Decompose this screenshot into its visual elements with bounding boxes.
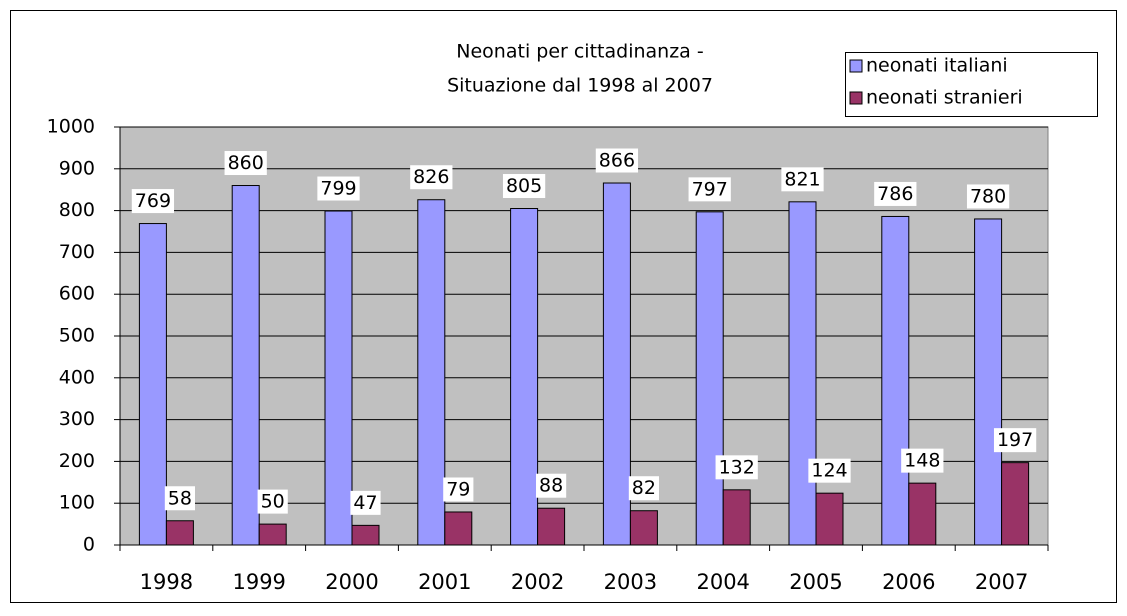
value-label: 79	[446, 478, 470, 500]
value-label-bg	[628, 476, 659, 501]
y-tick-label: 400	[59, 366, 95, 388]
bar	[417, 199, 446, 546]
value-label: 821	[784, 168, 820, 190]
y-tick-label: 900	[59, 157, 95, 179]
value-label: 47	[353, 492, 377, 514]
x-tick-label: 2001	[418, 570, 471, 594]
x-tick-label: 2005	[789, 570, 842, 594]
y-tick-label: 700	[59, 241, 95, 263]
value-label: 797	[692, 178, 728, 200]
value-label-bg	[993, 428, 1037, 453]
bar	[537, 507, 566, 546]
value-label: 82	[632, 477, 656, 499]
value-label-bg	[350, 490, 381, 515]
value-label-bg	[874, 181, 917, 206]
value-label: 860	[228, 152, 264, 174]
value-label-bg	[224, 151, 267, 176]
bar	[510, 208, 539, 546]
bar	[444, 511, 473, 546]
bar	[974, 218, 1003, 546]
bar	[165, 520, 194, 546]
value-label: 124	[811, 460, 847, 482]
bar	[815, 492, 844, 546]
bar	[695, 211, 724, 546]
y-tick-label: 0	[83, 534, 95, 556]
value-label: 50	[261, 491, 285, 513]
value-label-bg	[808, 458, 851, 483]
value-label: 826	[413, 166, 449, 188]
value-label: 132	[719, 456, 755, 478]
value-label: 148	[904, 450, 940, 472]
value-label-bg	[536, 473, 567, 498]
value-label: 769	[135, 190, 171, 212]
bar	[602, 182, 631, 546]
bar	[1001, 462, 1030, 546]
value-label-bg	[688, 177, 731, 202]
value-label: 799	[320, 178, 356, 200]
y-tick-label: 800	[59, 199, 95, 221]
y-tick-label: 1000	[47, 116, 95, 138]
value-label-bg	[715, 455, 758, 480]
bar	[629, 510, 658, 546]
legend	[845, 52, 1098, 117]
value-label-bg	[410, 165, 453, 190]
bar	[788, 201, 817, 546]
value-label: 88	[539, 475, 563, 497]
value-label-bg	[317, 176, 360, 201]
legend-label: neonati stranieri	[866, 87, 1023, 109]
x-tick-label: 2006	[882, 570, 935, 594]
bar	[722, 489, 751, 546]
chart-title: Neonati per cittadinanza -	[456, 41, 703, 63]
value-label: 197	[997, 429, 1033, 451]
y-tick-label: 200	[59, 450, 95, 472]
legend-label: neonati italiani	[866, 55, 1008, 77]
x-tick-label: 2002	[511, 570, 564, 594]
value-label: 866	[599, 150, 635, 172]
x-tick-label: 2004	[696, 570, 749, 594]
value-label: 780	[970, 185, 1006, 207]
value-label: 786	[877, 183, 913, 205]
bar	[908, 482, 937, 546]
value-label-bg	[901, 448, 944, 473]
chart-title: Situazione dal 1998 al 2007	[447, 75, 713, 97]
bar	[258, 523, 287, 546]
bar	[324, 210, 353, 546]
value-label-bg	[257, 489, 288, 514]
y-tick-label: 600	[59, 283, 95, 305]
legend-swatch	[849, 91, 863, 105]
value-label-bg	[164, 486, 195, 511]
value-label-bg	[131, 189, 175, 214]
value-label: 58	[168, 487, 192, 509]
value-label-bg	[966, 184, 1010, 209]
x-tick-label: 2007	[975, 570, 1028, 594]
bar	[881, 215, 910, 546]
bar	[138, 223, 167, 546]
x-tick-label: 2003	[604, 570, 657, 594]
y-tick-label: 500	[59, 325, 95, 347]
x-tick-label: 2000	[325, 570, 378, 594]
value-label: 805	[506, 175, 542, 197]
value-label-bg	[595, 148, 639, 173]
x-tick-label: 1998	[140, 570, 193, 594]
x-tick-label: 1999	[232, 570, 285, 594]
y-tick-label: 100	[59, 492, 95, 514]
value-label-bg	[443, 477, 474, 502]
value-label-bg	[781, 167, 824, 192]
bar	[351, 524, 380, 546]
y-tick-label: 300	[59, 408, 95, 430]
value-label-bg	[502, 174, 546, 199]
bar	[231, 185, 260, 546]
legend-swatch	[849, 59, 863, 73]
